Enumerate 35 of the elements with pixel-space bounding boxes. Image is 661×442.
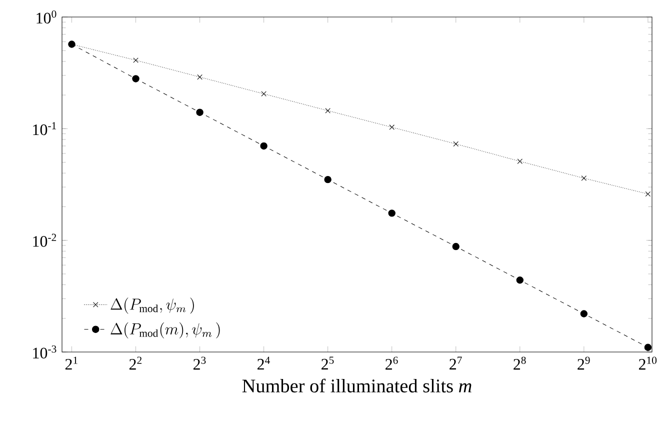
- point: [581, 176, 587, 181]
- y-tick-label: 10$^{-1}$: [33, 122, 56, 136]
- x-tick-label: 2$^{1}$: [65, 356, 78, 370]
- y-tick-label: 10$^{-3}$: [33, 345, 56, 358]
- x-tick-label: 2$^{7}$: [450, 356, 462, 370]
- x-axis-title: Number of illuminated slits m: [242, 378, 472, 392]
- point: [516, 276, 524, 284]
- x-tick-label: 2$^{5}$: [322, 356, 334, 370]
- point: [325, 108, 330, 114]
- point: [261, 91, 266, 96]
- y-tick-label: 10$^{-2}$: [33, 234, 56, 247]
- point: [389, 124, 394, 130]
- point: [260, 142, 268, 150]
- point: [132, 75, 140, 82]
- point: [644, 344, 652, 351]
- point: [196, 108, 204, 116]
- x-tick-label: 2$^{10}$: [638, 356, 657, 370]
- point: [452, 242, 460, 250]
- point: [324, 176, 332, 184]
- legend-label: $\Delta(P_{\mathrm{mod}},\psi_m\,)$: [110, 298, 194, 314]
- point: [453, 141, 459, 147]
- x-tick-label: 2$^{2}$: [129, 356, 142, 370]
- point: [133, 58, 138, 63]
- x-tick-label: 2$^{3}$: [194, 356, 206, 370]
- x-tick-label: 2$^{8}$: [514, 356, 526, 370]
- point: [645, 191, 651, 197]
- point: [517, 158, 523, 164]
- x-tick-label: 2$^{6}$: [386, 356, 398, 370]
- point: [580, 310, 588, 318]
- x-tick-label: 2$^{4}$: [258, 356, 270, 370]
- legend-label: $\Delta(P_{\mathrm{mod}}(m),\psi_m\,)$: [110, 322, 220, 338]
- y-tick-label: 10$^{0}$: [36, 10, 56, 24]
- point: [197, 74, 202, 80]
- x-tick-label: 2$^{9}$: [578, 356, 590, 370]
- point: [388, 210, 396, 217]
